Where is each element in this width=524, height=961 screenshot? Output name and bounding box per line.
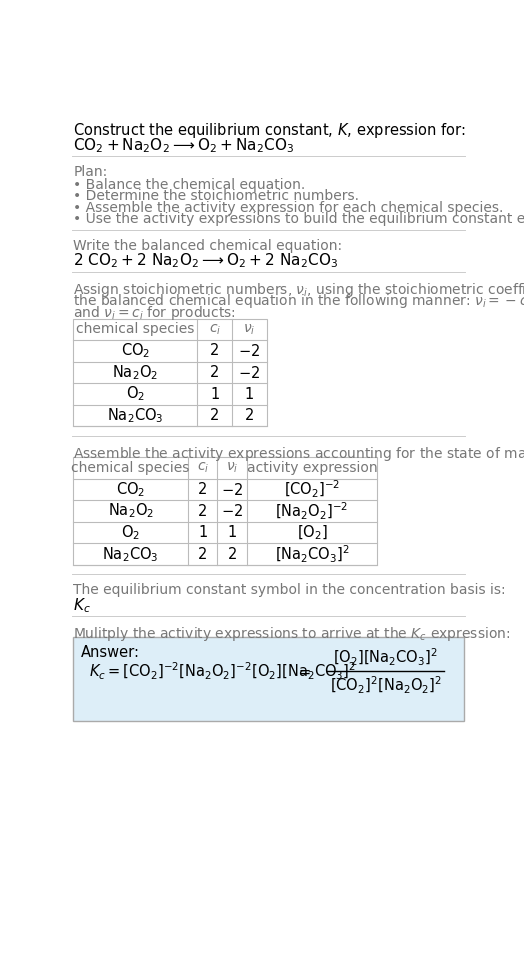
Text: $\nu_i$: $\nu_i$ (243, 322, 256, 336)
Text: 2: 2 (210, 365, 220, 380)
Text: $-2$: $-2$ (221, 481, 243, 498)
Text: 2: 2 (227, 547, 237, 562)
Text: • Assemble the activity expression for each chemical species.: • Assemble the activity expression for e… (73, 201, 504, 215)
Text: $[\mathrm{Na_2O_2}]^{-2}$: $[\mathrm{Na_2O_2}]^{-2}$ (275, 501, 348, 522)
Text: 2: 2 (210, 408, 220, 423)
Text: Assemble the activity expressions accounting for the state of matter and $\nu_i$: Assemble the activity expressions accoun… (73, 445, 524, 463)
Text: $c_i$: $c_i$ (209, 322, 221, 336)
Text: 1: 1 (227, 525, 237, 540)
Text: chemical species: chemical species (71, 461, 190, 475)
Text: $[\mathrm{CO_2}]^{-2}$: $[\mathrm{CO_2}]^{-2}$ (284, 479, 340, 500)
Text: Mulitply the activity expressions to arrive at the $K_c$ expression:: Mulitply the activity expressions to arr… (73, 625, 511, 643)
Text: $K_c$: $K_c$ (73, 596, 91, 614)
Text: $\mathrm{CO_2}$: $\mathrm{CO_2}$ (116, 480, 145, 499)
Text: 2: 2 (245, 408, 254, 423)
Text: $[\mathrm{Na_2CO_3}]^2$: $[\mathrm{Na_2CO_3}]^2$ (275, 544, 350, 565)
Text: $[\mathrm{O_2}][\mathrm{Na_2CO_3}]^2$: $[\mathrm{O_2}][\mathrm{Na_2CO_3}]^2$ (333, 647, 438, 668)
FancyBboxPatch shape (73, 457, 377, 565)
Text: the balanced chemical equation in the following manner: $\nu_i = -c_i$ for react: the balanced chemical equation in the fo… (73, 292, 524, 310)
Text: • Use the activity expressions to build the equilibrium constant expression.: • Use the activity expressions to build … (73, 212, 524, 227)
Text: The equilibrium constant symbol in the concentration basis is:: The equilibrium constant symbol in the c… (73, 583, 506, 598)
Text: 1: 1 (198, 525, 208, 540)
Text: $\mathrm{Na_2CO_3}$: $\mathrm{Na_2CO_3}$ (107, 407, 163, 425)
Text: $=$: $=$ (297, 664, 312, 678)
Text: activity expression: activity expression (247, 461, 377, 475)
Text: Assign stoichiometric numbers, $\nu_i$, using the stoichiometric coefficients, $: Assign stoichiometric numbers, $\nu_i$, … (73, 281, 524, 299)
Text: Answer:: Answer: (81, 645, 140, 660)
Text: • Determine the stoichiometric numbers.: • Determine the stoichiometric numbers. (73, 189, 359, 203)
Text: $\mathrm{CO_2}$: $\mathrm{CO_2}$ (121, 341, 150, 360)
Text: $\nu_i$: $\nu_i$ (226, 460, 238, 475)
Text: 2: 2 (198, 482, 208, 497)
Text: $\mathrm{CO_2 + Na_2O_2 \longrightarrow O_2 + Na_2CO_3}$: $\mathrm{CO_2 + Na_2O_2 \longrightarrow … (73, 136, 294, 155)
Text: 1: 1 (245, 386, 254, 402)
Text: • Balance the chemical equation.: • Balance the chemical equation. (73, 178, 305, 191)
Text: $\mathrm{2\ CO_2 + 2\ Na_2O_2 \longrightarrow O_2 + 2\ Na_2CO_3}$: $\mathrm{2\ CO_2 + 2\ Na_2O_2 \longright… (73, 252, 339, 270)
Text: $\mathrm{O_2}$: $\mathrm{O_2}$ (121, 524, 140, 542)
Text: $[\mathrm{O_2}]$: $[\mathrm{O_2}]$ (297, 524, 328, 542)
Text: 2: 2 (198, 504, 208, 519)
Text: $[\mathrm{CO_2}]^2[\mathrm{Na_2O_2}]^2$: $[\mathrm{CO_2}]^2[\mathrm{Na_2O_2}]^2$ (330, 675, 442, 696)
FancyBboxPatch shape (73, 319, 267, 427)
Text: $c_i$: $c_i$ (196, 460, 209, 475)
Text: and $\nu_i = c_i$ for products:: and $\nu_i = c_i$ for products: (73, 304, 236, 322)
Text: 1: 1 (210, 386, 220, 402)
Text: $-2$: $-2$ (238, 343, 260, 359)
Text: $\mathrm{O_2}$: $\mathrm{O_2}$ (126, 384, 145, 404)
Text: 2: 2 (198, 547, 208, 562)
Text: Construct the equilibrium constant, $K$, expression for:: Construct the equilibrium constant, $K$,… (73, 121, 466, 140)
Text: 2: 2 (210, 343, 220, 358)
Text: $\mathrm{Na_2CO_3}$: $\mathrm{Na_2CO_3}$ (102, 545, 159, 563)
Text: Plan:: Plan: (73, 165, 107, 180)
Text: Write the balanced chemical equation:: Write the balanced chemical equation: (73, 239, 342, 254)
Text: $K_c = [\mathrm{CO_2}]^{-2}[\mathrm{Na_2O_2}]^{-2}[\mathrm{O_2}][\mathrm{Na_2CO_: $K_c = [\mathrm{CO_2}]^{-2}[\mathrm{Na_2… (89, 661, 356, 681)
Text: $\mathrm{Na_2O_2}$: $\mathrm{Na_2O_2}$ (107, 502, 154, 521)
Text: $-2$: $-2$ (238, 364, 260, 381)
Text: $\mathrm{Na_2O_2}$: $\mathrm{Na_2O_2}$ (112, 363, 158, 382)
FancyBboxPatch shape (73, 637, 464, 721)
Text: $-2$: $-2$ (221, 504, 243, 519)
Text: chemical species: chemical species (76, 322, 194, 336)
